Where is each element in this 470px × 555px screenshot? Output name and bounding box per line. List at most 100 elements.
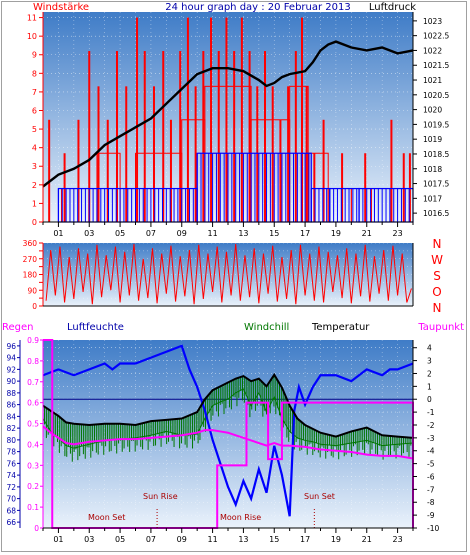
temperature-y-label-9: -1 (427, 408, 435, 417)
gust-bar-24 (264, 51, 266, 222)
dewpoint-series (42, 425, 414, 460)
gust-bar-18 (217, 51, 220, 222)
wind-x-label-23: 23 (392, 229, 402, 238)
temperature-y-label-5: -5 (427, 460, 435, 469)
humidity-y-label-9: 84 (6, 412, 16, 421)
gust-bar-5 (106, 119, 109, 222)
humidity-y-label-10: 86 (6, 401, 16, 410)
pressure-y-label-7: 1020 (423, 106, 442, 115)
gust-bar-11 (162, 51, 165, 222)
chart-title: 24 hour graph day : 20 Februar 2013 (165, 2, 350, 13)
gust-bar-29 (301, 17, 303, 222)
gust-bar-35 (390, 119, 393, 222)
wind-x-label-21: 21 (362, 229, 372, 238)
pressure-y-label-8: 1020.5 (423, 91, 449, 100)
wind-y-label-8: 8 (32, 69, 37, 78)
temp-x-label-19: 19 (331, 535, 341, 544)
pressure-line (42, 40, 414, 188)
temp-x-label-07: 07 (146, 535, 156, 544)
wind-y-label-2: 2 (32, 181, 37, 190)
pressure-y-label-2: 1017.5 (423, 180, 449, 189)
dewpoint-axis-label: Taupunkt (417, 322, 464, 333)
gust-bar-9 (143, 51, 146, 222)
temperature-y-label-7: -3 (427, 434, 435, 443)
wind-y-label-11: 11 (27, 14, 37, 23)
humidity-y-label-5: 76 (6, 459, 16, 468)
gust-bar-1 (63, 153, 66, 222)
wind-speed-series (57, 152, 414, 223)
humidity-y-label-12: 90 (6, 377, 16, 386)
gust-bar-10 (153, 86, 155, 223)
pressure-y-label-4: 1018.5 (423, 150, 449, 159)
pressure-axis-label: Luftdruck (369, 2, 416, 13)
rain-y-label-5: 0.5 (27, 420, 39, 429)
rain-y-label-2: 0.2 (27, 482, 39, 491)
gust-bar-6 (116, 51, 118, 222)
humidity-y-ticks: 66 68 70 72 74 76 78 80 82 84 86 88 90 92 94 96 (6, 340, 21, 528)
temperature-humidity-panel: Moon Set Sun Rise Moon Rise Sun Set 66 68… (6, 336, 439, 544)
rain-y-label-4: 0.4 (27, 440, 39, 449)
wind-y-label-0: 0 (32, 218, 37, 227)
event-markers (156, 509, 315, 528)
rain-axis-label: Regen (2, 322, 34, 333)
temperature-y-label-0: -10 (427, 524, 439, 533)
temp-x-ticks: 01 03 05 07 09 11 13 15 17 19 21 23 (42, 527, 414, 544)
gust-bar-12 (169, 119, 172, 222)
temperature-y-label-6: -4 (427, 447, 435, 456)
temp-x-label-13: 13 (238, 535, 248, 544)
temperature-y-label-11: 1 (427, 382, 432, 391)
humidity-y-label-7: 80 (6, 436, 16, 445)
pressure-y-label-11: 1022 (423, 46, 442, 55)
rain-y-ticks: 0 0.1 0.2 0.3 0.4 0.5 0.6 0.7 0.8 0.9 (27, 336, 44, 533)
wind-y-ticks: 0 1 2 3 4 5 6 7 8 9 10 11 (27, 12, 44, 227)
humidity-y-label-13: 92 (6, 365, 16, 374)
humidity-y-label-0: 66 (6, 518, 16, 527)
temperature-y-label-4: -6 (427, 472, 435, 481)
temperature-y-label-12: 2 (427, 369, 432, 378)
gust-bar-20 (233, 51, 236, 222)
wind-x-label-07: 07 (146, 229, 156, 238)
compass-w: W (431, 253, 443, 267)
wind-x-label-15: 15 (269, 229, 279, 238)
gust-bar-23 (256, 86, 259, 223)
event-sun-rise-label: Sun Rise (143, 492, 178, 501)
temperature-y-label-2: -8 (427, 498, 435, 507)
rain-y-label-6: 0.6 (27, 399, 39, 408)
wind-y-label-4: 4 (32, 144, 37, 153)
temp-x-label-23: 23 (392, 535, 402, 544)
gust-bar-19 (225, 17, 228, 222)
temperature-y-label-14: 4 (427, 344, 432, 353)
wind-x-label-19: 19 (331, 229, 341, 238)
wind-x-ticks: 01 03 05 07 09 11 13 15 17 19 21 23 (42, 221, 414, 238)
direction-line (45, 243, 412, 305)
temp-x-label-03: 03 (84, 535, 94, 544)
humidity-y-label-11: 88 (6, 389, 16, 398)
compass-n-top: N (433, 237, 442, 251)
pressure-y-label-5: 1019 (423, 135, 442, 144)
gust-bar-31 (313, 153, 316, 222)
direction-y-label-8: 360 (23, 239, 38, 248)
compass-labels: N W S O N (431, 237, 443, 315)
wind-x-label-09: 09 (177, 229, 187, 238)
rain-y-label-7: 0.7 (27, 378, 39, 387)
humidity-y-label-6: 78 (6, 448, 16, 457)
temp-x-label-01: 01 (53, 535, 63, 544)
temperature-y-label-1: -9 (427, 511, 435, 520)
pressure-y-label-13: 1023 (423, 17, 442, 26)
direction-y-ticks: 0 90 180 270 360 (23, 239, 414, 311)
gust-bar-22 (248, 51, 251, 222)
event-moon-rise-label: Moon Rise (220, 513, 261, 522)
gust-bar-28 (294, 51, 297, 222)
wind-direction-panel: 0 90 180 270 360 N W S O N (23, 237, 443, 315)
humidity-y-label-15: 96 (6, 342, 16, 351)
gust-bar-34 (364, 153, 367, 222)
temp-x-label-17: 17 (300, 535, 310, 544)
pressure-y-label-9: 1021 (423, 76, 442, 85)
event-moon-set-label: Moon Set (88, 513, 125, 522)
humidity-y-label-4: 74 (6, 471, 16, 480)
gust-bar-14 (186, 17, 189, 222)
pressure-y-label-10: 1021.5 (423, 61, 449, 70)
wind-y-label-5: 5 (32, 125, 37, 134)
